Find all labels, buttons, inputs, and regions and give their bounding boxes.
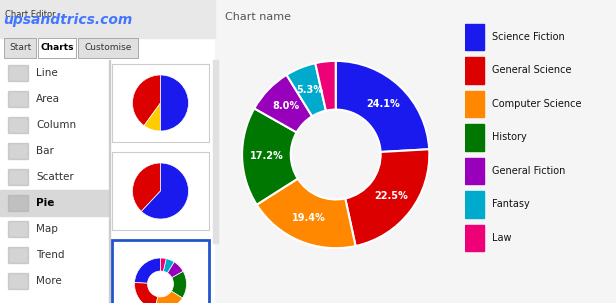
Bar <box>8 65 28 81</box>
Bar <box>8 247 28 263</box>
Text: Start: Start <box>9 44 31 52</box>
Bar <box>8 117 28 133</box>
Bar <box>465 225 484 251</box>
Bar <box>465 57 484 84</box>
Bar <box>109 60 110 303</box>
Bar <box>465 158 484 184</box>
Text: 22.5%: 22.5% <box>374 191 408 201</box>
Bar <box>112 152 209 230</box>
Wedge shape <box>315 61 336 111</box>
Wedge shape <box>155 291 182 303</box>
Wedge shape <box>286 63 326 116</box>
Wedge shape <box>257 178 355 248</box>
Wedge shape <box>144 103 161 131</box>
Text: 5.3%: 5.3% <box>296 85 323 95</box>
Bar <box>0 190 108 216</box>
Text: Scatter: Scatter <box>36 172 74 182</box>
Text: Chart Editor: Chart Editor <box>5 10 55 19</box>
Text: Computer Science: Computer Science <box>492 99 581 109</box>
Wedge shape <box>134 258 161 283</box>
Text: 24.1%: 24.1% <box>367 99 400 109</box>
Bar <box>8 195 28 211</box>
Text: General Science: General Science <box>492 65 571 75</box>
Ellipse shape <box>132 190 188 202</box>
Bar <box>112 64 209 142</box>
Wedge shape <box>171 271 187 298</box>
Bar <box>465 91 484 117</box>
Text: Map: Map <box>36 224 58 234</box>
Text: Column: Column <box>36 120 76 130</box>
Bar <box>213 60 218 243</box>
Bar <box>8 91 28 107</box>
Bar <box>4 38 36 58</box>
Bar <box>8 273 28 289</box>
Text: Area: Area <box>36 94 60 104</box>
Bar <box>8 169 28 185</box>
Text: Customise: Customise <box>84 44 132 52</box>
Text: 17.2%: 17.2% <box>249 151 283 161</box>
Bar <box>112 240 209 303</box>
Text: 8.0%: 8.0% <box>272 102 299 112</box>
Text: Law: Law <box>492 233 511 243</box>
Wedge shape <box>161 258 166 271</box>
Wedge shape <box>141 163 188 219</box>
Wedge shape <box>163 259 174 273</box>
Wedge shape <box>242 108 298 205</box>
Bar <box>8 143 28 159</box>
Wedge shape <box>336 61 429 152</box>
Text: Bar: Bar <box>36 146 54 156</box>
Bar <box>215 0 616 303</box>
Text: Line: Line <box>36 68 58 78</box>
Wedge shape <box>345 149 429 246</box>
Bar <box>465 24 484 50</box>
Wedge shape <box>134 282 158 303</box>
Wedge shape <box>132 75 161 126</box>
Wedge shape <box>132 163 161 211</box>
Text: 19.4%: 19.4% <box>292 213 326 223</box>
Bar <box>465 191 484 218</box>
Wedge shape <box>161 75 188 131</box>
Bar <box>0 0 215 38</box>
Text: Science Fiction: Science Fiction <box>492 32 564 42</box>
Text: General Fiction: General Fiction <box>492 166 565 176</box>
Bar <box>0 0 215 303</box>
Text: History: History <box>492 132 527 142</box>
Bar <box>38 38 76 58</box>
Text: Charts: Charts <box>40 44 74 52</box>
Wedge shape <box>168 262 183 278</box>
Text: Trend: Trend <box>36 250 65 260</box>
Text: Pie: Pie <box>36 198 54 208</box>
Wedge shape <box>254 75 312 132</box>
Text: upsandtrics.com: upsandtrics.com <box>3 13 132 27</box>
Bar <box>8 221 28 237</box>
Text: Fantasy: Fantasy <box>492 199 529 209</box>
Bar <box>465 124 484 151</box>
Text: Chart name: Chart name <box>225 12 291 22</box>
Bar <box>78 38 138 58</box>
Text: More: More <box>36 276 62 286</box>
